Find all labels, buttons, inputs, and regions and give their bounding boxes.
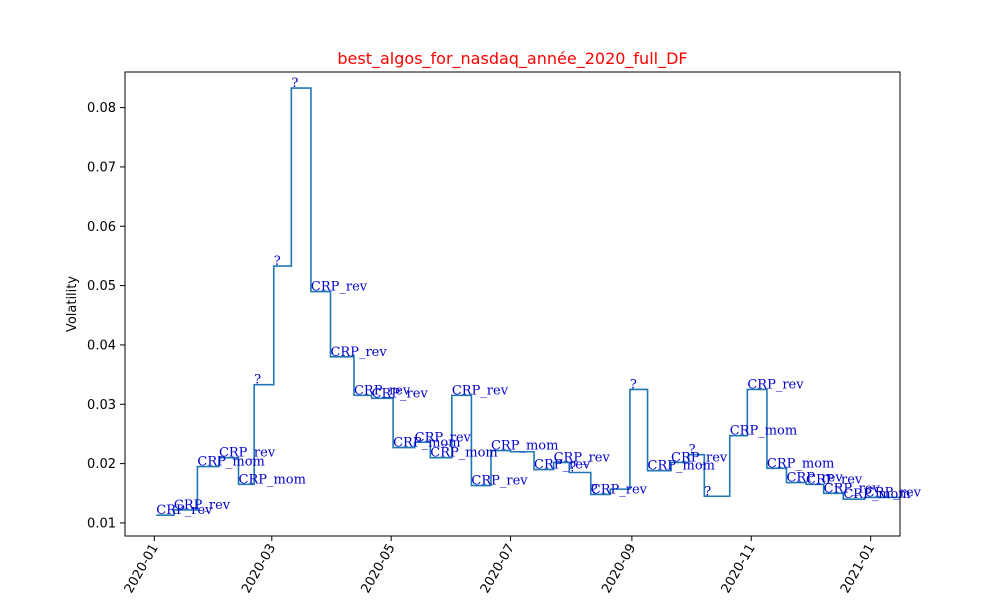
annotation-label: CRP_rev [865,485,922,500]
annotation-label: CRP_rev [554,450,611,465]
y-tick-label: 0.08 [87,101,116,116]
annotation-label: CRP_mom [491,439,558,454]
y-tick-label: 0.03 [87,398,116,413]
annotation-label: ? [274,254,281,269]
annotation-label: CRP_rev [534,458,591,473]
annotation-label: ? [630,377,637,392]
annotation-label: CRP_rev [174,498,231,513]
chart-title: best_algos_for_nasdaq_année_2020_full_DF [337,49,687,69]
annotation-layer: CRP_revCRP_revCRP_momCRP_revCRP_mom???CR… [156,76,921,518]
annotation-label: ? [254,373,261,388]
y-axis: 0.01 0.02 0.03 0.04 0.05 0.06 0.07 0.08 [87,101,125,531]
annotation-label: CRP_rev [156,503,213,518]
plot-frame [124,71,901,537]
series-line-0 [156,87,900,517]
annotation-label: CRP_rev [591,482,648,497]
annotation-label: CRP_mom [197,455,264,470]
annotation-label: CRP_mom [843,487,910,502]
annotation-label: CRP_rev [671,450,728,465]
plot-area [156,87,900,517]
y-tick-label: 0.02 [87,457,116,472]
y-tick-label: 0.04 [87,338,116,353]
annotation-label: CRP_mom [393,436,460,451]
y-tick-label: 0.05 [87,279,116,294]
annotation-label: CRP_mom [730,424,797,439]
annotation-label: CRP_rev [747,377,804,392]
annotation-label: CRP_mom [767,456,834,471]
annotation-label: CRP_rev [219,446,276,461]
annotation-label: CRP_rev [824,481,881,496]
annotation-label: ? [704,484,711,499]
annotation-label: ? [689,443,696,458]
y-tick-label: 0.07 [87,160,116,175]
annotation-label: ? [569,461,576,476]
annotation-label: CRP_rev [330,345,387,360]
annotation-label: CRP_rev [806,472,863,487]
annotation-label: ? [291,76,298,91]
y-axis-label: Volatility [65,276,80,332]
annotation-label: CRP_rev [372,386,429,401]
annotation-label: CRP_rev [354,383,411,398]
annotation-label: CRP_rev [311,280,368,295]
annotation-label: CRP_rev [452,383,509,398]
y-tick-label: 0.01 [87,516,116,531]
annotation-label: CRP_mom [648,459,715,474]
annotation-label: CRP_rev [415,430,472,445]
annotation-label: ? [591,482,598,497]
annotation-label: CRP_mom [239,472,306,487]
y-tick-label: 0.06 [87,220,116,235]
annotation-label: CRP_mom [430,446,497,461]
annotation-label: CRP_rev [786,471,843,486]
annotation-label: CRP_rev [471,474,528,489]
